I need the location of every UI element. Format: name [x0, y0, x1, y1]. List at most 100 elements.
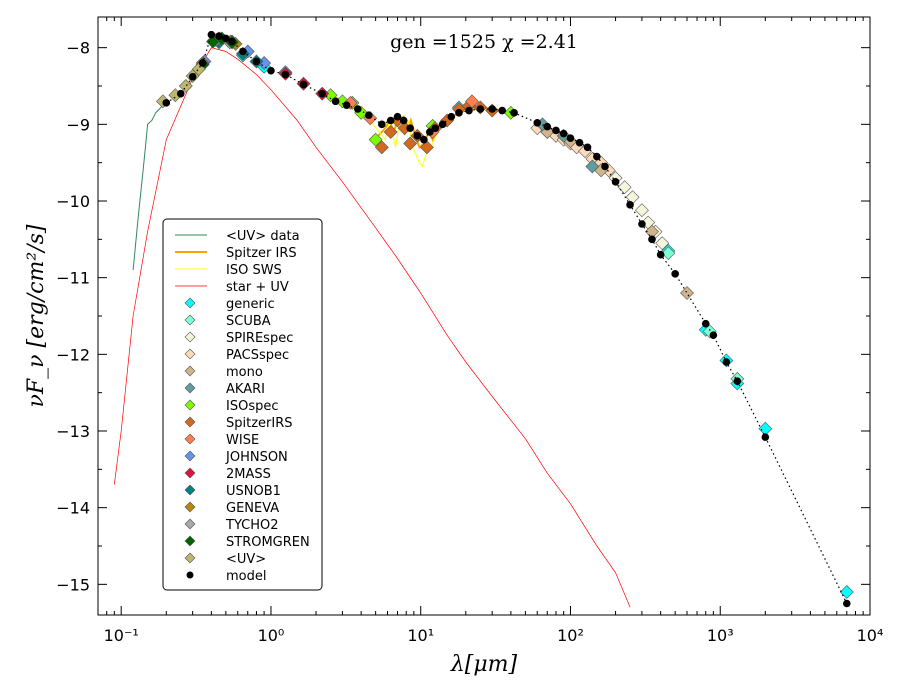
point-model	[648, 235, 656, 244]
point-model	[281, 70, 290, 79]
point-spitzerirs	[383, 125, 398, 139]
legend-label: SPIREspec	[226, 331, 293, 346]
legend-marker-swatch	[184, 433, 196, 445]
line-star-uv	[113, 47, 631, 608]
legend-label: star + UV	[226, 280, 289, 295]
legend-label: <UV>	[226, 552, 266, 567]
line-uv-data	[132, 102, 167, 271]
x-tick-label: 10⁻¹	[104, 626, 139, 645]
point-model	[162, 99, 171, 107]
point-model	[239, 47, 247, 56]
x-tick-label: 10²	[557, 626, 584, 645]
legend-label: PACSspec	[226, 348, 289, 363]
y-tick-label: −15	[56, 575, 90, 594]
x-axis-title: λ[μm]	[450, 652, 518, 677]
point-uv	[191, 62, 206, 77]
point-model	[543, 122, 552, 131]
point-model	[733, 377, 742, 385]
point-model	[656, 250, 665, 259]
legend: <UV> data Spitzer IRS ISO SWS star + UV gene…	[162, 218, 323, 591]
legend-label: SCUBA	[226, 314, 271, 329]
y-axis-title: νF_ν [erg/cm²/s]	[24, 224, 49, 407]
point-model	[709, 331, 718, 339]
point-spirespec	[617, 180, 632, 195]
point-model	[671, 270, 679, 278]
legend-marker-swatch	[184, 450, 196, 462]
point-model	[488, 105, 496, 113]
y-tick-label: −8	[66, 39, 90, 58]
legend-marker-swatch	[184, 365, 196, 377]
point-spitzerirs	[419, 140, 434, 155]
point-model	[252, 57, 261, 66]
legend-label: ISOspec	[226, 399, 279, 414]
y-tick-label: −14	[56, 499, 90, 518]
point-scuba	[661, 246, 676, 261]
legend-label: WISE	[226, 433, 259, 448]
x-tick-label: 10⁰	[258, 626, 285, 645]
point-model	[198, 59, 207, 67]
point-model	[465, 106, 473, 115]
point-model	[601, 162, 609, 171]
point-model	[701, 319, 710, 328]
x-tick-label: 10³	[707, 626, 734, 645]
point-akari	[585, 159, 600, 174]
point-model	[552, 126, 560, 135]
point-model	[431, 124, 440, 132]
point-generic	[839, 585, 854, 599]
point-wise	[465, 94, 479, 109]
point-spitzerirs	[374, 140, 389, 155]
point-spirespec	[655, 236, 670, 251]
legend-marker-swatch	[184, 484, 196, 496]
axis-ticks: 10⁻¹ 10⁰ 10¹ 10² 10³ 10⁴ −8 −9 −10 −11 −12 −13 −14 −1…	[56, 17, 883, 645]
point-model	[228, 37, 236, 46]
point-isospec	[368, 132, 383, 147]
chart-annotation: gen =1525 χ =2.41	[390, 31, 578, 53]
point-model	[176, 89, 185, 98]
point-model	[318, 89, 327, 98]
series-markers	[156, 30, 854, 608]
point-model	[331, 97, 340, 106]
legend-label: JOHNSON	[225, 450, 288, 465]
legend-marker-swatch	[184, 348, 196, 360]
legend-marker-swatch	[184, 314, 196, 326]
legend-label: GENEVA	[226, 501, 279, 516]
legend-marker-swatch	[184, 416, 196, 428]
point-model	[342, 101, 351, 109]
point-model	[426, 128, 434, 136]
point-model	[476, 105, 485, 113]
point-model	[761, 433, 770, 441]
point-mono	[680, 286, 694, 300]
legend-label: SpitzerIRS	[226, 416, 293, 431]
point-model	[364, 111, 373, 119]
legend-marker-swatch	[184, 518, 196, 530]
point-model	[498, 106, 506, 115]
point-model	[353, 105, 362, 113]
point-model	[378, 120, 386, 129]
point-model	[393, 112, 402, 121]
legend-label: STROMGREN	[226, 535, 310, 550]
legend-label: USNOB1	[226, 484, 281, 499]
legend-marker-swatch	[184, 297, 196, 309]
y-tick-label: −12	[56, 345, 90, 364]
point-model	[638, 220, 646, 228]
y-tick-label: −10	[56, 192, 90, 211]
point-model	[626, 201, 634, 209]
point-model	[406, 124, 414, 132]
legend-marker-swatch	[184, 552, 196, 564]
legend-label: Spitzer IRS	[226, 246, 297, 261]
point-model	[566, 134, 575, 142]
y-tick-label: −13	[56, 422, 90, 441]
y-tick-label: −11	[56, 269, 90, 288]
point-model	[533, 119, 542, 127]
legend-marker-swatch	[184, 399, 196, 411]
point-model	[207, 30, 216, 39]
point-model	[559, 129, 568, 138]
legend-label: AKARI	[226, 382, 265, 397]
legend-label: generic	[226, 297, 275, 312]
legend-model-swatch	[186, 571, 194, 579]
point-model	[722, 358, 731, 366]
point-model	[420, 135, 428, 144]
point-model	[510, 109, 518, 117]
legend-marker-swatch	[184, 467, 196, 479]
